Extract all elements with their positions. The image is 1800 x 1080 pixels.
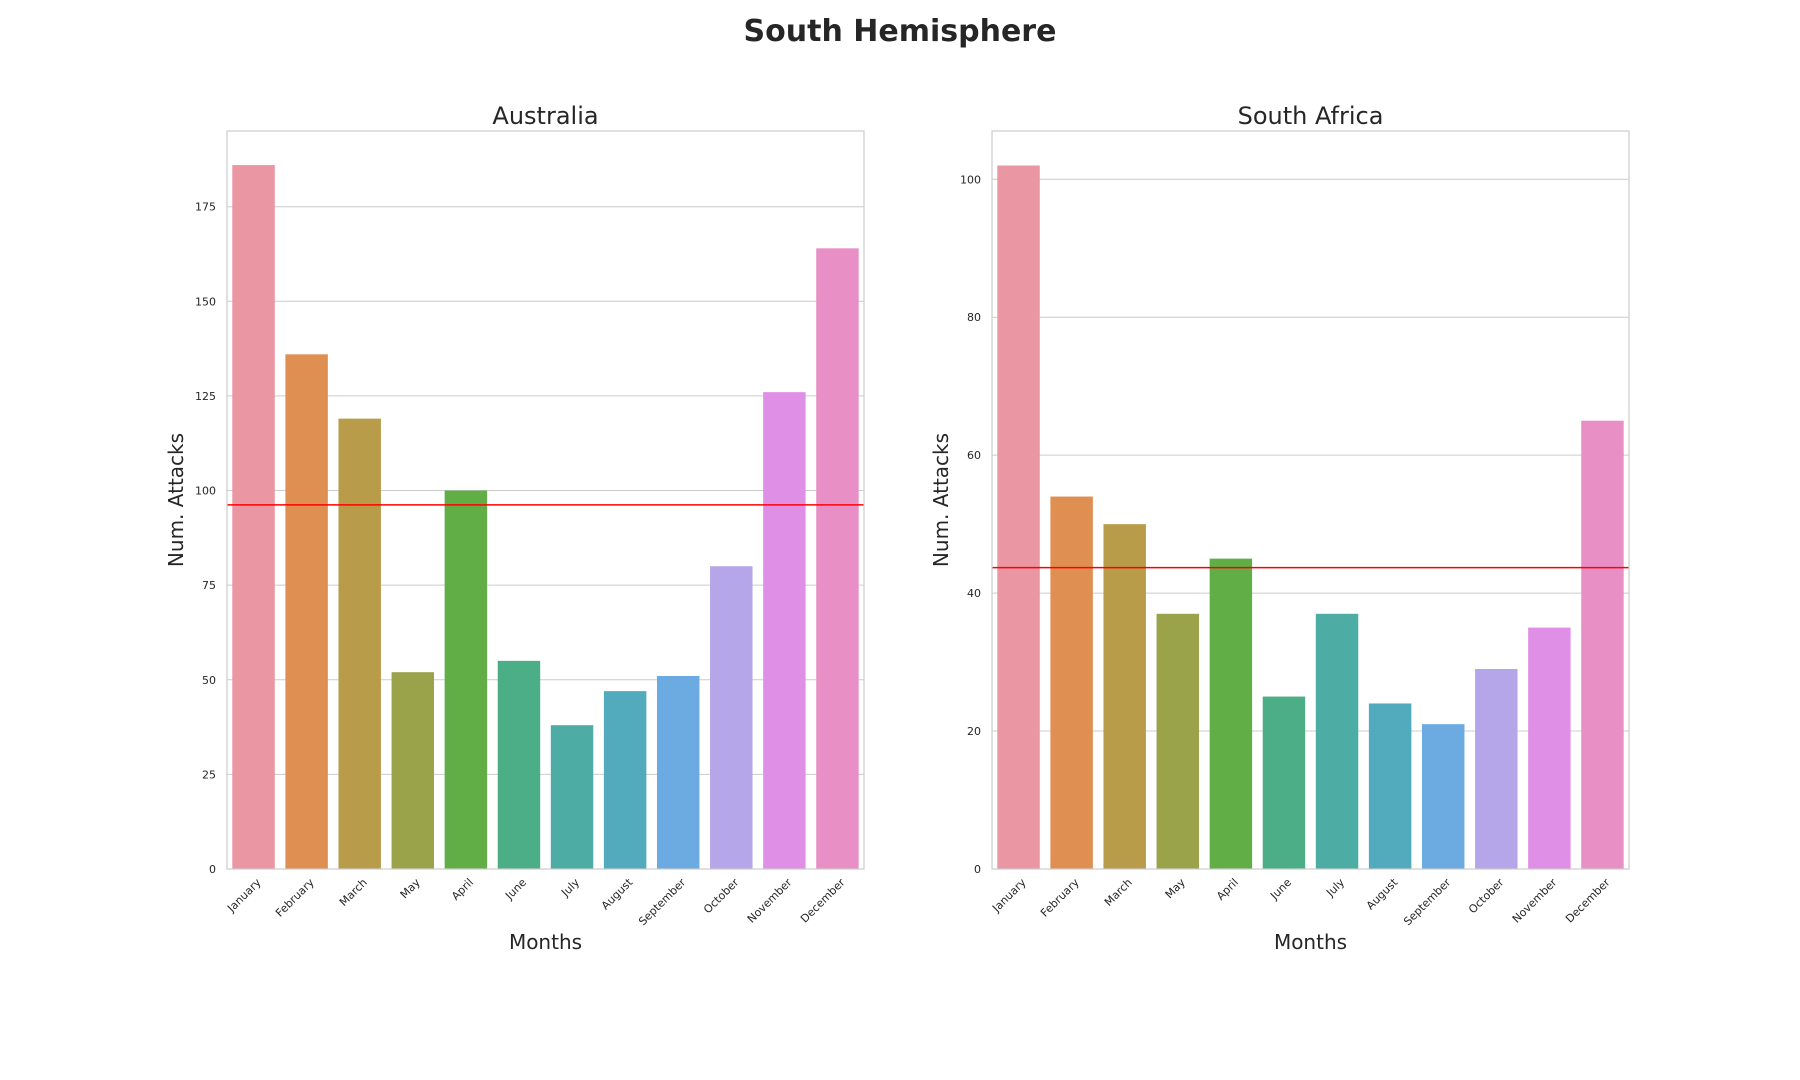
- figure-title: South Hemisphere: [743, 14, 1057, 49]
- south-africa-chart-title: South Africa: [1238, 102, 1384, 130]
- south-africa-x-tick-label: March: [1102, 876, 1135, 909]
- south-africa-x-tick-label: June: [1267, 876, 1294, 903]
- australia-bar: [444, 490, 488, 869]
- south-africa-y-tick-label: 60: [967, 449, 981, 462]
- australia-bar: [232, 165, 275, 870]
- south-africa-plot-frame: [991, 130, 1630, 870]
- south-africa-x-axis-title: Months: [1274, 930, 1347, 954]
- south-africa-x-tick-label: August: [1364, 875, 1401, 912]
- australia-plot-frame: [226, 130, 865, 870]
- south-africa-y-tick-label: 100: [960, 173, 981, 186]
- south-africa-y-axis-title: Num. Attacks: [929, 433, 953, 567]
- south-africa-x-tick-label: November: [1510, 876, 1560, 926]
- australia-y-tick-label: 100: [195, 485, 216, 498]
- south-africa-x-tick-label: February: [1038, 876, 1082, 920]
- south-africa-bar: [997, 165, 1040, 870]
- australia-bar: [338, 418, 381, 869]
- australia-bar: [656, 675, 700, 869]
- australia-y-tick-label: 25: [202, 768, 216, 781]
- australia-y-tick-label: 0: [209, 863, 216, 876]
- south-africa-bar: [1528, 627, 1571, 869]
- south-africa-bar: [1262, 696, 1306, 869]
- south-africa-y-tick-label: 80: [967, 311, 981, 324]
- australia-y-axis-title: Num. Attacks: [164, 433, 188, 567]
- south-africa-y-tick-label: 20: [967, 725, 981, 738]
- south-africa-x-tick-label: January: [989, 876, 1029, 916]
- australia-bar: [603, 691, 647, 869]
- australia-bar: [497, 660, 541, 869]
- south-africa-bar: [1475, 668, 1518, 869]
- south-africa-x-tick-label: September: [1401, 876, 1454, 929]
- south-africa-x-tick-label: October: [1466, 876, 1507, 917]
- australia-y-tick-label: 50: [202, 674, 216, 687]
- south-africa-x-tick-label: July: [1323, 876, 1347, 900]
- australia-y-tick-label: 75: [202, 579, 216, 592]
- australia-bar: [763, 392, 806, 869]
- south-africa-bar: [1315, 613, 1359, 869]
- south-africa-y-tick-label: 40: [967, 587, 981, 600]
- australia-y-tick-label: 175: [195, 201, 216, 214]
- australia-bar: [710, 566, 753, 869]
- australia-chart-title: Australia: [492, 102, 598, 130]
- south-africa-bar: [1368, 703, 1412, 869]
- south-africa-x-tick-label: May: [1163, 876, 1189, 902]
- south-africa-y-tick-label: 0: [974, 863, 981, 876]
- south-africa-x-tick-label: December: [1563, 876, 1613, 926]
- south-africa-bar: [1156, 613, 1200, 869]
- south-africa-x-tick-label: April: [1214, 876, 1241, 903]
- south-africa-bar: [1421, 724, 1465, 869]
- australia-x-axis-title: Months: [509, 930, 582, 954]
- australia-y-tick-label: 125: [195, 390, 216, 403]
- australia-bar: [285, 354, 328, 869]
- south-africa-bar: [1209, 558, 1253, 869]
- south-africa-bar: [1050, 496, 1093, 869]
- south-africa-bar: [1581, 420, 1624, 869]
- australia-bar: [391, 672, 435, 869]
- australia-bar: [816, 248, 859, 870]
- australia-bar: [550, 725, 594, 869]
- south-africa-bar: [1103, 524, 1146, 869]
- australia-y-tick-label: 150: [195, 295, 216, 308]
